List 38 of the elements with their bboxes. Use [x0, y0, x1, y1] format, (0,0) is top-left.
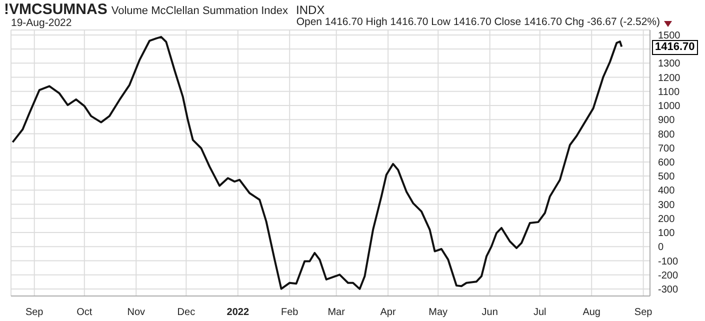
x-tick-label: Sep [25, 307, 44, 318]
line-series [12, 36, 623, 290]
chart-title: !VMCSUMNAS [4, 1, 108, 18]
x-tick-label: Jul [533, 307, 546, 318]
y-tick-label: 1300 [658, 58, 681, 70]
x-tick-label: Nov [127, 307, 146, 318]
chart-subtitle: Volume McClellan Summation Index [111, 5, 288, 17]
x-tick-label: 2022 [226, 307, 250, 318]
y-tick-label: 1100 [658, 86, 680, 98]
x-tick-label: Sep [634, 307, 653, 318]
y-tick-label: 100 [658, 228, 676, 240]
text: 1416.70 [652, 40, 698, 55]
text: 19-Aug-2022 [11, 17, 72, 29]
y-tick-label: 200 [658, 214, 676, 225]
y-tick-label: 600 [658, 157, 676, 168]
x-tick-label: Mar [328, 307, 346, 318]
y-tick-label: 1200 [658, 72, 681, 84]
x-tick-label: Feb [281, 307, 299, 318]
x-tick-label: Oct [76, 307, 92, 318]
text: Open 1416.70 High 1416.70 Low 1416.70 Close 1416.70 Chg -36.67 (-2.52%) [296, 16, 660, 28]
y-tick-label: -300 [658, 284, 678, 296]
y-tick-label: 1000 [658, 101, 681, 112]
y-tick-label: 0 [658, 242, 664, 254]
x-tick-label: Aug [582, 307, 601, 318]
x-tick-label: Apr [380, 307, 397, 318]
x-tick-label: Dec [177, 307, 196, 318]
y-tick-label: 400 [658, 186, 676, 197]
y-tick-label: -100 [658, 256, 678, 268]
y-tick-label: -200 [658, 270, 678, 282]
x-tick-label: May [428, 307, 448, 318]
y-tick-label: 300 [658, 200, 676, 211]
y-tick-label: 900 [658, 115, 676, 126]
y-tick-label: 800 [658, 129, 676, 140]
x-tick-label: Jun [482, 307, 498, 318]
y-tick-label: 1500 [658, 30, 681, 42]
y-tick-label: 700 [658, 143, 676, 154]
y-tick-label: 500 [658, 172, 676, 183]
text: INDX [296, 3, 325, 17]
